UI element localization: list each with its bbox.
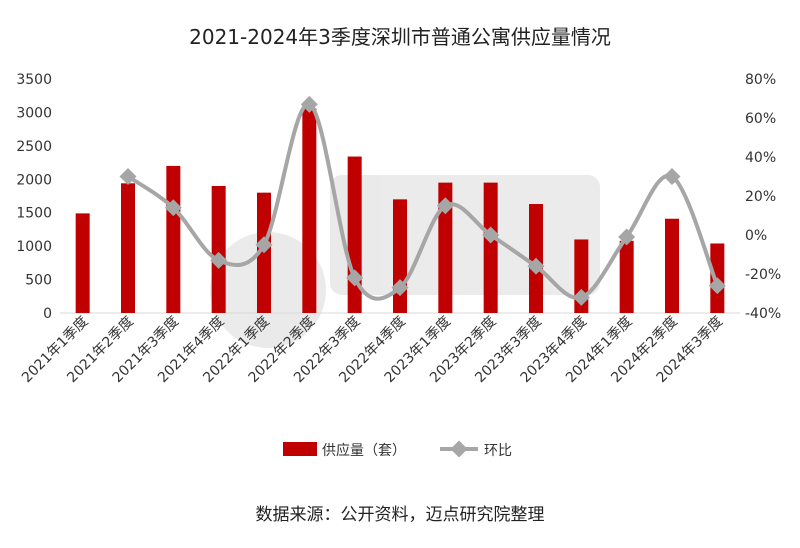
y-left-tick-label: 1000 xyxy=(16,239,52,255)
y-left-tick-label: 2000 xyxy=(16,172,52,188)
y-right-tick-label: 60% xyxy=(745,111,776,127)
legend-swatch-marker xyxy=(450,440,468,458)
y-left-ticks: 0 500 1000 1500 2000 2500 3000 3500 xyxy=(16,72,52,322)
legend-label-line: 环比 xyxy=(484,443,512,459)
bar xyxy=(438,182,453,313)
y-right-tick-label: 40% xyxy=(745,150,776,166)
source-note: 数据来源：公开资料，迈点研究院整理 xyxy=(256,505,545,525)
y-right-tick-label: 80% xyxy=(745,72,776,88)
chart-title: 2021-2024年3季度深圳市普通公寓供应量情况 xyxy=(189,25,611,49)
y-right-tick-label: 0% xyxy=(745,228,767,244)
line-marker xyxy=(346,269,364,287)
legend-label-bar: 供应量（套） xyxy=(322,442,406,459)
legend-swatch-bar xyxy=(283,442,317,456)
line-marker xyxy=(482,226,500,244)
line-marker xyxy=(391,279,409,297)
y-left-tick-label: 3500 xyxy=(16,72,52,88)
line-marker xyxy=(663,168,681,185)
y-left-tick-label: 500 xyxy=(25,273,52,289)
y-left-tick-label: 3000 xyxy=(16,105,52,121)
line-series-markers xyxy=(119,95,726,306)
line-marker xyxy=(527,257,545,275)
bar xyxy=(75,213,90,313)
line-marker xyxy=(119,168,137,185)
bar xyxy=(211,185,226,313)
y-left-tick-label: 1500 xyxy=(16,206,52,222)
line-marker xyxy=(572,288,590,306)
y-right-ticks: -40% -20% 0% 20% 40% 60% 80% xyxy=(745,72,781,322)
bar xyxy=(302,108,317,313)
bar xyxy=(483,182,498,313)
legend: 供应量（套） 环比 xyxy=(283,440,512,459)
y-left-tick-label: 2500 xyxy=(16,139,52,155)
bar xyxy=(619,240,634,313)
bar xyxy=(665,218,679,313)
y-right-tick-label: -20% xyxy=(745,267,781,283)
bar xyxy=(166,165,181,313)
bar xyxy=(121,183,135,313)
line-marker xyxy=(300,95,318,113)
y-right-tick-label: 20% xyxy=(745,189,776,205)
line-marker xyxy=(255,236,273,254)
y-right-tick-label: -40% xyxy=(745,306,781,322)
line-marker xyxy=(164,199,182,217)
line-marker xyxy=(708,277,726,295)
line-marker xyxy=(436,197,454,215)
x-axis-ticks: 2021年1季度2021年2季度2021年3季度2021年4季度2022年1季度… xyxy=(19,314,726,387)
y-left-tick-label: 0 xyxy=(43,306,52,322)
line-marker xyxy=(210,251,228,269)
line-marker xyxy=(618,228,636,246)
